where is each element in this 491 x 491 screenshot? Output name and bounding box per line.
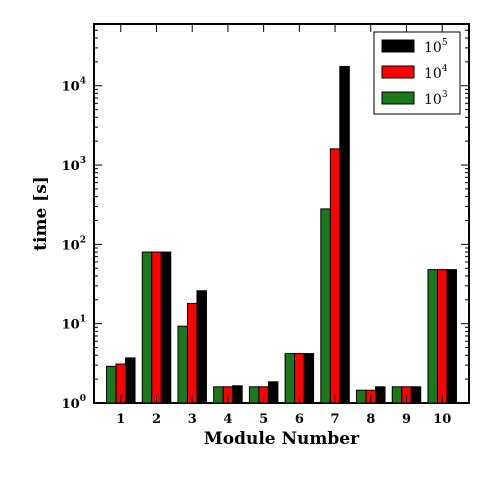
bar-7-series-1 xyxy=(329,148,341,404)
x-tick-label: 8 xyxy=(366,412,375,427)
y-tick-label: 103 xyxy=(62,156,86,174)
y-tick-label: 102 xyxy=(62,235,86,253)
legend: 105 104 103 xyxy=(373,31,461,115)
x-tick-label: 6 xyxy=(295,412,304,427)
x-tick-label: 4 xyxy=(223,412,232,427)
bar-3-series-0 xyxy=(177,325,188,404)
bar-3-series-2 xyxy=(196,290,207,404)
x-axis: 1 2 3 4 5 6 7 8 9 10 xyxy=(116,24,451,427)
x-axis-label: Module Number xyxy=(204,429,360,449)
bar-3-series-1 xyxy=(186,302,198,404)
y-tick-label: 100 xyxy=(62,394,86,412)
legend-swatch xyxy=(381,39,415,53)
bar-10-series-1 xyxy=(436,269,448,404)
y-tick-label: 101 xyxy=(62,315,86,333)
x-tick-label: 1 xyxy=(116,412,125,427)
bar-2-series-0 xyxy=(141,251,153,404)
legend-label: 105 xyxy=(424,38,448,56)
x-tick-label: 5 xyxy=(259,412,268,427)
bar-2-series-1 xyxy=(151,251,162,404)
bar-4-series-2 xyxy=(232,385,243,404)
bar-6-series-2 xyxy=(303,353,315,404)
legend-swatch xyxy=(381,65,415,79)
y-axis-label: time [s] xyxy=(31,176,51,251)
bar-1-series-0 xyxy=(106,365,117,404)
x-tick-label: 10 xyxy=(433,412,451,427)
y-tick-label: 104 xyxy=(62,77,86,95)
x-tick-label: 7 xyxy=(331,412,340,427)
bar-8-series-2 xyxy=(375,386,386,404)
legend-label: 104 xyxy=(424,64,448,82)
plot-area xyxy=(93,23,470,404)
bar-7-series-0 xyxy=(320,208,331,404)
bar-8-series-0 xyxy=(356,389,367,404)
bar-4-series-0 xyxy=(213,386,224,404)
x-tick-label: 2 xyxy=(152,412,161,427)
bar-5-series-2 xyxy=(267,381,279,404)
y-axis: 100 101 102 103 104 xyxy=(62,23,469,412)
bar-10-series-2 xyxy=(446,269,457,404)
x-tick-label: 9 xyxy=(402,412,411,427)
legend-label: 103 xyxy=(424,90,448,108)
bar-10-series-0 xyxy=(427,269,438,404)
bar-group xyxy=(106,65,457,404)
x-tick-label: 3 xyxy=(188,412,197,427)
bar-6-series-0 xyxy=(284,353,296,404)
bar-7-series-2 xyxy=(339,65,350,404)
bar-5-series-0 xyxy=(248,386,260,404)
bar-1-series-2 xyxy=(125,357,136,404)
bar-9-series-0 xyxy=(391,386,403,404)
bar-2-series-2 xyxy=(160,251,172,404)
bar-9-series-2 xyxy=(410,386,422,404)
legend-swatch xyxy=(381,91,415,105)
